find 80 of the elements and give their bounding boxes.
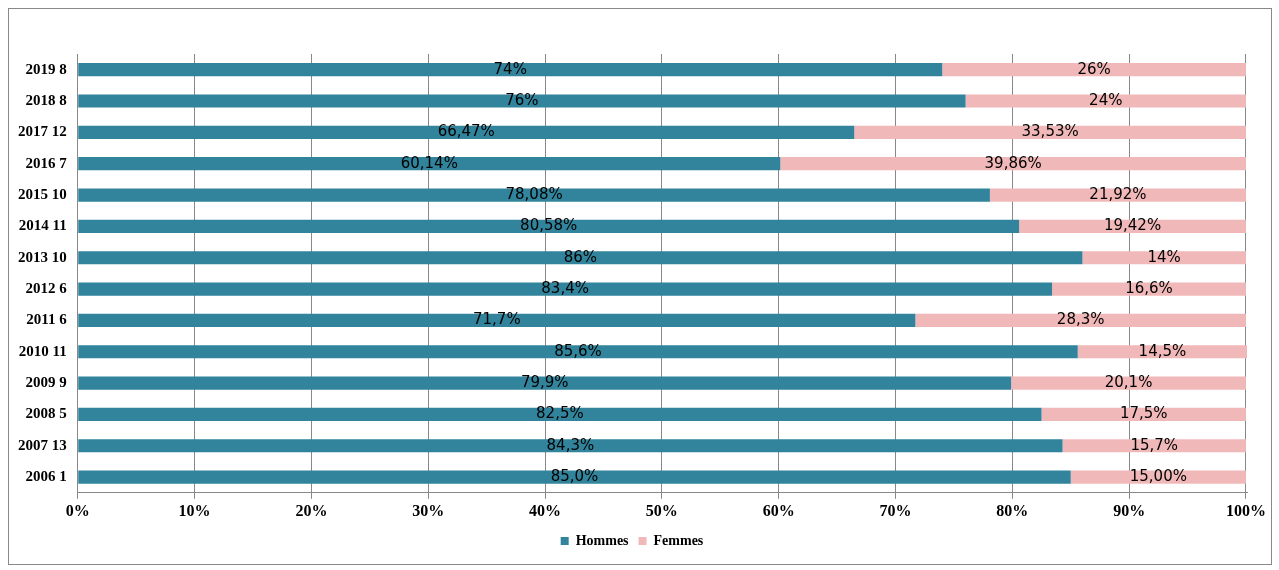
y-tick-label: 2013 10 bbox=[18, 248, 67, 265]
data-label: 71,7% bbox=[472, 310, 521, 329]
x-tick-label: 40% bbox=[529, 501, 562, 519]
bar bbox=[915, 313, 1246, 327]
y-tick-label: 2018 8 bbox=[25, 91, 67, 108]
data-label: 17,5% bbox=[1119, 404, 1168, 423]
bar bbox=[1019, 219, 1246, 233]
data-label: 82,5% bbox=[536, 404, 584, 423]
data-label: 85,0% bbox=[550, 467, 599, 486]
bar bbox=[78, 470, 1071, 484]
data-label: 14,5% bbox=[1138, 341, 1187, 360]
y-tick-label: 2011 6 bbox=[26, 311, 68, 328]
y-tick-label: 2012 6 bbox=[25, 279, 68, 296]
bar bbox=[1011, 376, 1246, 390]
x-tick-label: 100% bbox=[1225, 501, 1266, 519]
data-label: 86% bbox=[563, 247, 598, 266]
data-label: 79,9% bbox=[520, 372, 569, 391]
data-label: 76% bbox=[505, 90, 539, 109]
x-tick-label: 20% bbox=[295, 501, 328, 519]
legend-label: Hommes bbox=[575, 532, 630, 548]
bar bbox=[942, 63, 1246, 77]
bar bbox=[78, 439, 1063, 453]
x-tick-label: 70% bbox=[879, 501, 912, 519]
data-label: 80,58% bbox=[520, 216, 578, 235]
bar bbox=[78, 188, 990, 202]
x-tick-label: 80% bbox=[996, 501, 1029, 519]
x-tick-label: 0% bbox=[65, 501, 90, 519]
bar bbox=[78, 63, 943, 77]
bar bbox=[965, 94, 1246, 108]
data-label: 33,53% bbox=[1021, 122, 1079, 141]
data-label: 28,3% bbox=[1056, 310, 1105, 329]
data-label: 21,92% bbox=[1089, 184, 1147, 203]
bar bbox=[78, 219, 1020, 233]
bar bbox=[1052, 282, 1246, 296]
x-tick-label: 90% bbox=[1113, 501, 1146, 519]
data-label: 15,7% bbox=[1130, 435, 1179, 454]
x-tick-label: 50% bbox=[645, 501, 678, 519]
y-tick-label: 2017 12 bbox=[18, 123, 67, 140]
y-tick-label: 2019 8 bbox=[25, 60, 67, 77]
data-label: 83,4% bbox=[541, 278, 589, 297]
data-label: 78,08% bbox=[505, 184, 563, 203]
data-label: 84,3% bbox=[546, 435, 595, 454]
legend-label: Femmes bbox=[653, 532, 704, 548]
data-label: 20,1% bbox=[1104, 372, 1153, 391]
bar bbox=[78, 94, 966, 108]
data-label: 74% bbox=[493, 59, 527, 78]
bar bbox=[1082, 251, 1246, 265]
data-label: 26% bbox=[1077, 59, 1111, 78]
bar bbox=[78, 157, 781, 171]
x-tick-label: 60% bbox=[762, 501, 795, 519]
x-tick-label: 10% bbox=[178, 501, 211, 519]
bar bbox=[78, 282, 1053, 296]
bar bbox=[78, 376, 1012, 390]
bar bbox=[78, 407, 1042, 422]
bar bbox=[854, 125, 1246, 139]
y-tick-label: 2007 13 bbox=[18, 436, 67, 453]
y-tick-label: 2014 11 bbox=[18, 217, 67, 234]
data-label: 60,14% bbox=[400, 153, 458, 172]
bar bbox=[78, 251, 1083, 265]
y-tick-label: 2006 1 bbox=[25, 468, 67, 484]
data-label: 19,42% bbox=[1103, 216, 1162, 235]
bar bbox=[989, 188, 1246, 202]
bar bbox=[78, 345, 1078, 359]
y-tick-label: 2008 5 bbox=[25, 405, 67, 422]
data-label: 16,6% bbox=[1125, 278, 1173, 297]
bar bbox=[78, 313, 916, 327]
y-tick-label: 2015 10 bbox=[18, 185, 67, 202]
y-tick-label: 2016 7 bbox=[25, 154, 68, 171]
bar bbox=[78, 125, 855, 139]
data-label: 66,47% bbox=[437, 122, 495, 141]
x-tick-label: 30% bbox=[412, 501, 445, 519]
y-tick-label: 2010 11 bbox=[18, 342, 67, 359]
y-tick-label: 2009 9 bbox=[25, 373, 67, 390]
data-label: 85,6% bbox=[554, 341, 602, 360]
data-label: 14% bbox=[1147, 247, 1181, 266]
data-label: 24% bbox=[1089, 90, 1123, 109]
data-label: 39,86% bbox=[984, 153, 1042, 172]
bar bbox=[1041, 407, 1246, 422]
data-label: 15,00% bbox=[1129, 467, 1187, 486]
bar bbox=[780, 157, 1246, 171]
